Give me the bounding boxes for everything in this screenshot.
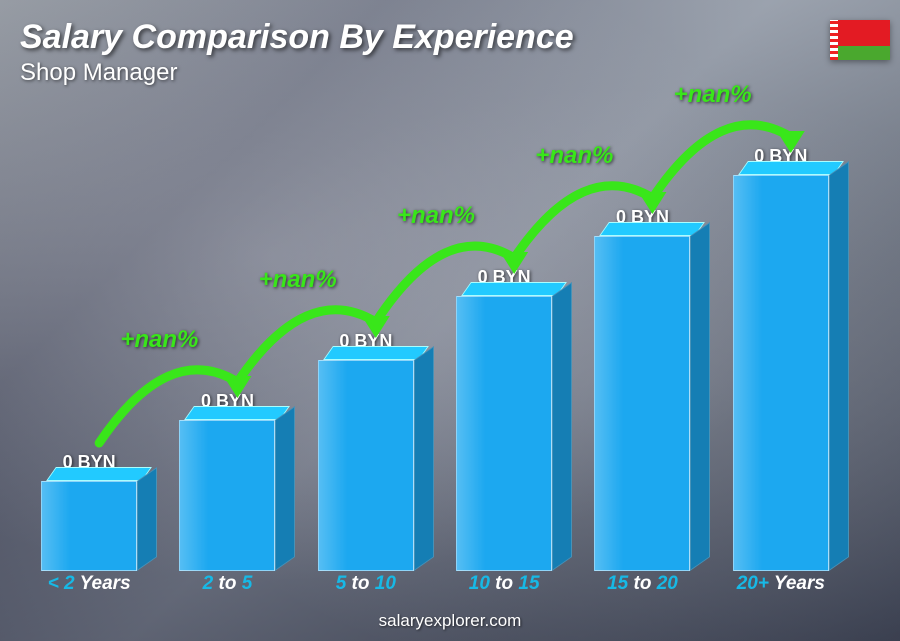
bar-side-face xyxy=(137,467,157,571)
bar-side-face xyxy=(414,346,434,571)
x-axis-label: 2 to 5 xyxy=(158,573,296,601)
bar-top-face xyxy=(738,161,844,175)
flag-green-stripe xyxy=(830,46,890,60)
chart-title: Salary Comparison By Experience xyxy=(20,18,574,57)
bar-front-face xyxy=(41,481,137,571)
bar-front-face xyxy=(594,236,690,571)
chart-subtitle: Shop Manager xyxy=(20,59,574,87)
bar-chart: 0 BYN0 BYN0 BYN0 BYN0 BYN0 BYN < 2 Years… xyxy=(20,105,850,601)
bar-side-face xyxy=(829,161,849,571)
bar-slot: 0 BYN xyxy=(20,452,158,571)
x-axis-label: 10 to 15 xyxy=(435,573,573,601)
bar-slot: 0 BYN xyxy=(573,207,711,571)
bars-row: 0 BYN0 BYN0 BYN0 BYN0 BYN0 BYN xyxy=(20,141,850,571)
bar-front-face xyxy=(318,360,414,571)
bar xyxy=(179,420,275,571)
flag-ornament xyxy=(830,20,838,60)
bar-slot: 0 BYN xyxy=(435,267,573,571)
bar-slot: 0 BYN xyxy=(712,146,850,571)
x-axis: < 2 Years2 to 55 to 1010 to 1515 to 2020… xyxy=(20,573,850,601)
bar-front-face xyxy=(456,296,552,571)
flag-red-stripe xyxy=(830,20,890,46)
bar-side-face xyxy=(552,282,572,571)
bar-slot: 0 BYN xyxy=(297,331,435,571)
bar xyxy=(594,236,690,571)
bar-top-face xyxy=(600,222,706,236)
bar-top-face xyxy=(46,467,152,481)
x-axis-label: < 2 Years xyxy=(20,573,158,601)
bar xyxy=(733,175,829,571)
country-flag-belarus xyxy=(830,20,890,60)
bar-side-face xyxy=(690,222,710,571)
x-axis-label: 20+ Years xyxy=(712,573,850,601)
bar-side-face xyxy=(275,406,295,571)
bar-top-face xyxy=(461,282,567,296)
title-block: Salary Comparison By Experience Shop Man… xyxy=(20,18,574,87)
x-axis-label: 15 to 20 xyxy=(573,573,711,601)
bar-top-face xyxy=(185,406,291,420)
bar-slot: 0 BYN xyxy=(158,391,296,571)
bar xyxy=(318,360,414,571)
bar xyxy=(41,481,137,571)
bar-front-face xyxy=(179,420,275,571)
bar xyxy=(456,296,552,571)
bar-top-face xyxy=(323,346,429,360)
footer-attribution: salaryexplorer.com xyxy=(0,611,900,631)
bar-front-face xyxy=(733,175,829,571)
x-axis-label: 5 to 10 xyxy=(297,573,435,601)
